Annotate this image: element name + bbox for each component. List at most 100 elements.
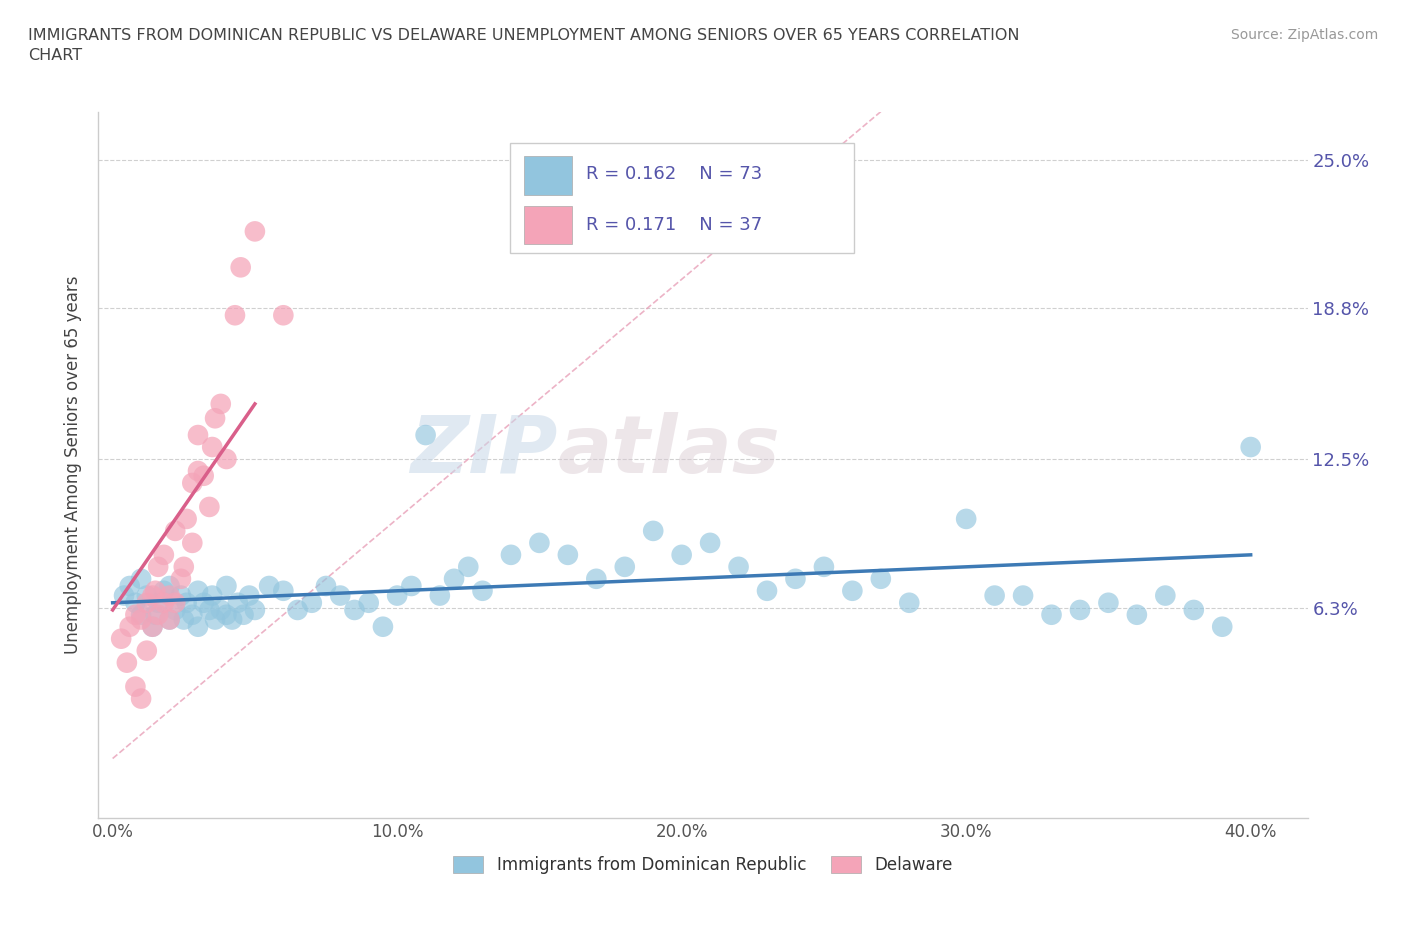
- Point: [170, 588, 193, 603]
- Point: [187, 463, 209, 478]
- Point: [1211, 619, 1233, 634]
- Point: [1069, 603, 1091, 618]
- Point: [153, 595, 176, 610]
- Point: [187, 619, 209, 634]
- Point: [129, 691, 152, 706]
- Point: [141, 619, 163, 634]
- Text: IMMIGRANTS FROM DOMINICAN REPUBLIC VS DELAWARE UNEMPLOYMENT AMONG SENIORS OVER 6: IMMIGRANTS FROM DOMINICAN REPUBLIC VS DE…: [28, 28, 1019, 62]
- Point: [756, 583, 779, 598]
- Point: [146, 607, 169, 622]
- Point: [193, 595, 215, 610]
- Point: [329, 588, 352, 603]
- Point: [315, 578, 337, 593]
- Point: [143, 607, 166, 622]
- Point: [415, 428, 437, 443]
- Point: [198, 603, 221, 618]
- Point: [181, 475, 204, 490]
- Text: atlas: atlas: [558, 412, 780, 490]
- Point: [529, 536, 551, 551]
- Text: Source: ZipAtlas.com: Source: ZipAtlas.com: [1230, 28, 1378, 42]
- Point: [135, 588, 157, 603]
- Point: [201, 588, 224, 603]
- Point: [159, 612, 181, 627]
- Point: [1097, 595, 1119, 610]
- Point: [124, 607, 146, 622]
- Point: [153, 583, 176, 598]
- Point: [201, 440, 224, 455]
- Point: [170, 571, 193, 586]
- Point: [159, 612, 181, 627]
- Point: [146, 595, 169, 610]
- Point: [357, 595, 380, 610]
- Point: [165, 595, 187, 610]
- Point: [429, 588, 451, 603]
- Point: [226, 595, 249, 610]
- Point: [124, 595, 146, 610]
- Point: [181, 536, 204, 551]
- Point: [585, 571, 607, 586]
- Y-axis label: Unemployment Among Seniors over 65 years: Unemployment Among Seniors over 65 years: [65, 276, 83, 654]
- Point: [443, 571, 465, 586]
- Point: [165, 524, 187, 538]
- Point: [841, 583, 863, 598]
- Point: [813, 559, 835, 574]
- Point: [232, 607, 254, 622]
- FancyBboxPatch shape: [524, 156, 572, 195]
- Point: [401, 578, 423, 593]
- Text: ZIP: ZIP: [411, 412, 558, 490]
- FancyBboxPatch shape: [509, 143, 855, 253]
- Point: [287, 603, 309, 618]
- Point: [193, 469, 215, 484]
- Point: [385, 588, 408, 603]
- Point: [204, 411, 226, 426]
- Point: [238, 588, 260, 603]
- Point: [135, 644, 157, 658]
- Point: [1240, 440, 1263, 455]
- Point: [176, 595, 198, 610]
- Legend: Immigrants from Dominican Republic, Delaware: Immigrants from Dominican Republic, Dela…: [447, 849, 959, 881]
- Point: [273, 583, 295, 598]
- Point: [221, 612, 243, 627]
- Point: [371, 619, 394, 634]
- Point: [343, 603, 366, 618]
- Point: [215, 607, 238, 622]
- Point: [273, 308, 295, 323]
- Point: [110, 631, 132, 646]
- Point: [1126, 607, 1149, 622]
- Point: [146, 559, 169, 574]
- Point: [1012, 588, 1035, 603]
- Point: [224, 308, 246, 323]
- Point: [129, 607, 152, 622]
- Point: [159, 578, 181, 593]
- Point: [209, 603, 232, 618]
- Point: [557, 548, 579, 563]
- Point: [187, 428, 209, 443]
- Point: [135, 595, 157, 610]
- Point: [955, 512, 977, 526]
- Point: [457, 559, 479, 574]
- Point: [141, 588, 163, 603]
- Point: [613, 559, 636, 574]
- Point: [129, 612, 152, 627]
- Point: [176, 512, 198, 526]
- Point: [173, 612, 195, 627]
- Point: [215, 452, 238, 467]
- Point: [198, 499, 221, 514]
- Point: [124, 679, 146, 694]
- Point: [727, 559, 749, 574]
- Point: [159, 588, 181, 603]
- Point: [257, 578, 280, 593]
- Point: [118, 578, 141, 593]
- FancyBboxPatch shape: [524, 206, 572, 245]
- Point: [699, 536, 721, 551]
- Point: [187, 583, 209, 598]
- Point: [143, 583, 166, 598]
- Point: [869, 571, 891, 586]
- Text: R = 0.162    N = 73: R = 0.162 N = 73: [586, 165, 762, 183]
- Point: [173, 559, 195, 574]
- Point: [115, 656, 138, 671]
- Point: [671, 548, 693, 563]
- Point: [1154, 588, 1177, 603]
- Point: [301, 595, 323, 610]
- Point: [898, 595, 921, 610]
